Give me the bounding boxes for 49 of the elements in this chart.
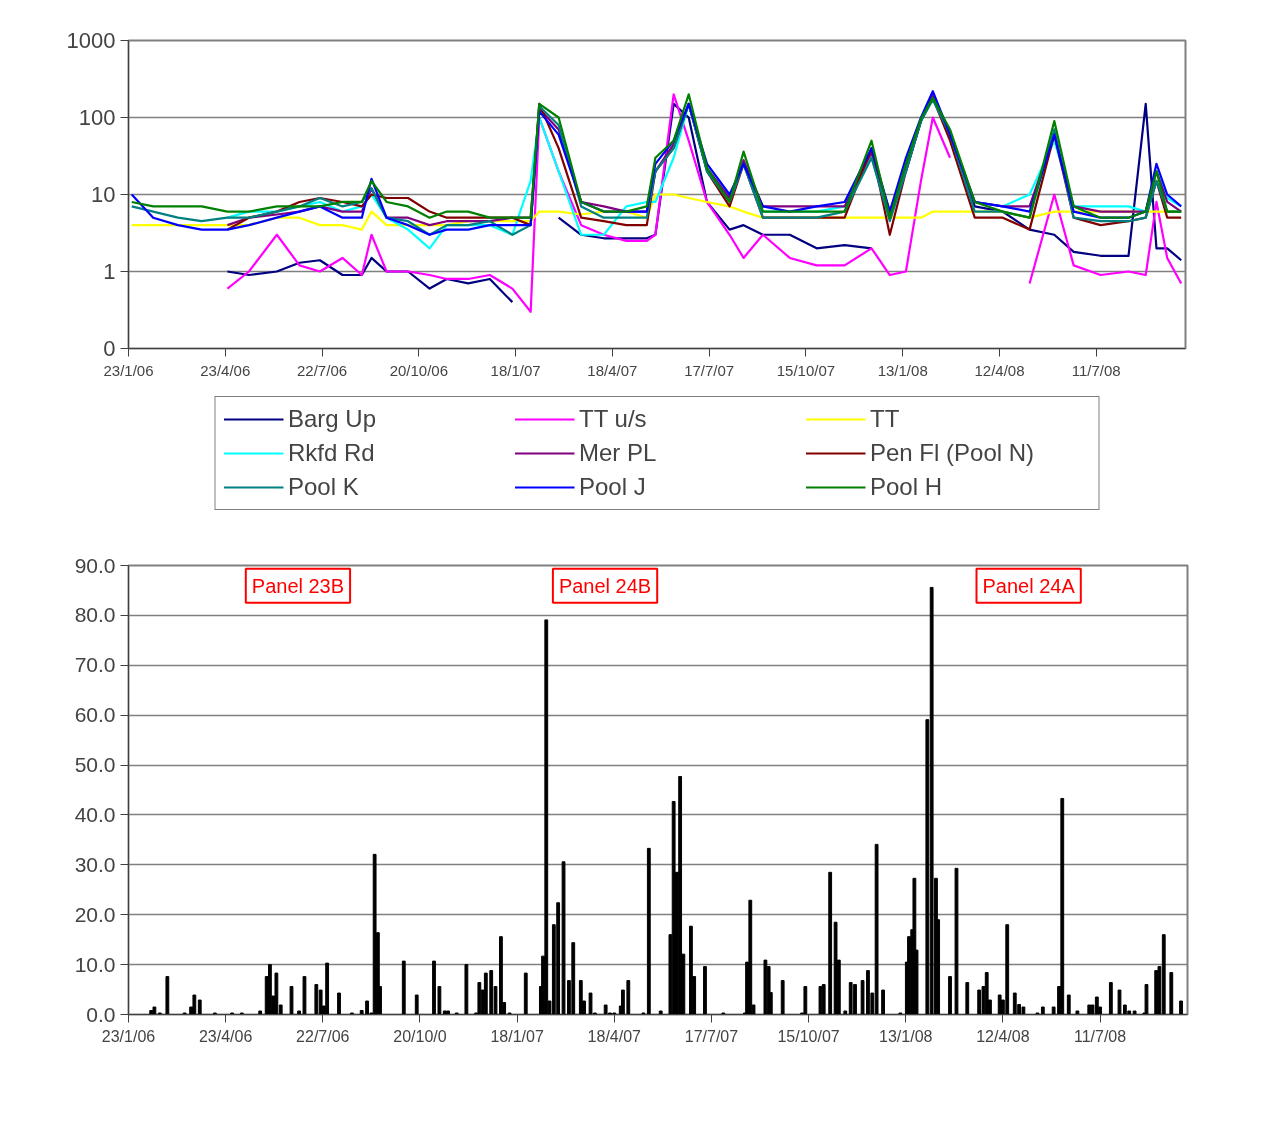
y-tick-label: 30.0 <box>74 852 116 876</box>
x-tick-label: 18/4/07 <box>587 361 638 379</box>
y-tick-label: 80.0 <box>74 603 116 627</box>
x-tick-label: 11/7/08 <box>1073 1027 1127 1045</box>
y-tick-label: 60.0 <box>74 703 116 727</box>
legend-label: Pool K <box>288 473 360 501</box>
x-tick-label: 23/1/06 <box>103 361 154 379</box>
y-tick-label: 10.0 <box>74 952 116 976</box>
x-tick-label: 11/7/08 <box>1071 361 1121 379</box>
y-tick-label: 20.0 <box>74 902 116 926</box>
x-tick-label: 13/1/08 <box>879 1027 933 1045</box>
x-tick-label: 15/10/07 <box>777 1027 840 1045</box>
y-tick-label: 1000 <box>66 28 116 53</box>
x-tick-label: 17/7/07 <box>684 1027 739 1045</box>
y-tick-label: 0.0 <box>86 1002 116 1026</box>
legend-label: Pool J <box>579 473 647 501</box>
x-tick-label: 20/10/06 <box>389 361 449 379</box>
y-tick-label: 10 <box>91 182 116 207</box>
annotation: Panel 23B <box>251 574 345 597</box>
x-tick-label: 12/4/08 <box>976 1027 1030 1045</box>
y-tick-label: 0 <box>103 336 116 361</box>
legend-label: Pen Fl (Pool N) <box>870 439 1036 467</box>
y-tick-label: 50.0 <box>74 753 116 777</box>
y-tick-label: 1 <box>103 259 116 284</box>
x-tick-label: 20/10/0 <box>393 1027 447 1045</box>
y-tick-label: 100 <box>78 105 116 130</box>
x-tick-label: 22/7/06 <box>296 1027 350 1045</box>
x-tick-label: 17/7/07 <box>684 361 735 379</box>
annotation: Panel 24B <box>558 574 652 597</box>
legend-label: Mer PL <box>579 439 658 467</box>
y-tick-label: 70.0 <box>74 653 116 677</box>
x-tick-label: 13/1/08 <box>877 361 928 379</box>
legend-label: TT <box>870 405 901 433</box>
x-tick-label: 18/4/07 <box>587 1027 642 1045</box>
y-tick-label: 90.0 <box>74 553 116 577</box>
legend-label: Barg Up <box>288 405 378 433</box>
legend-label: TT u/s <box>579 405 648 433</box>
x-tick-label: 18/1/07 <box>490 361 541 379</box>
x-tick-label: 23/4/06 <box>198 1027 253 1045</box>
legend-label: Pool H <box>870 473 944 501</box>
x-tick-label: 12/4/08 <box>974 361 1025 379</box>
x-tick-label: 23/4/06 <box>200 361 251 379</box>
x-tick-label: 15/10/07 <box>776 361 836 379</box>
annotation: Panel 24A <box>982 574 1076 597</box>
x-tick-label: 18/1/07 <box>490 1027 544 1045</box>
y-tick-label: 40.0 <box>74 802 116 826</box>
x-tick-label: 22/7/06 <box>297 361 348 379</box>
x-tick-label: 23/1/06 <box>101 1027 156 1045</box>
legend-label: Rkfd Rd <box>288 439 376 467</box>
